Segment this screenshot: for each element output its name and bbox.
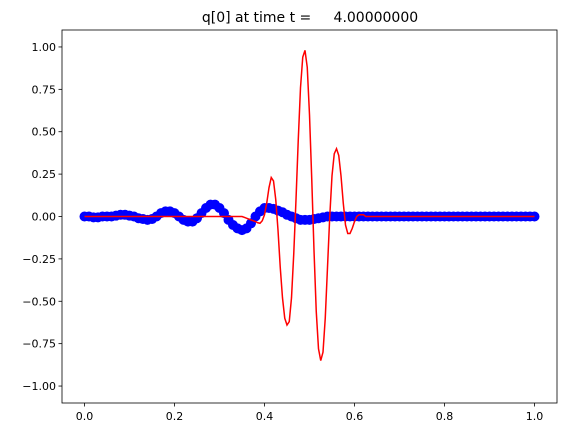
- x-tick-label: 0.0: [76, 410, 94, 423]
- x-tick-label: 0.4: [256, 410, 274, 423]
- y-tick-label: 0.25: [32, 168, 57, 181]
- x-tick-label: 0.6: [346, 410, 364, 423]
- series-line: [84, 50, 535, 361]
- y-tick-label: 0.75: [32, 83, 57, 96]
- y-tick-label: −0.75: [22, 338, 56, 351]
- chart-title: q[0] at time t = 4.00000000: [202, 10, 418, 26]
- y-tick-label: 0.50: [32, 126, 57, 139]
- x-tick-label: 0.8: [436, 410, 454, 423]
- x-tick-label: 1.0: [526, 410, 544, 423]
- y-tick-label: −0.50: [22, 295, 56, 308]
- axes-frame: [61, 29, 558, 404]
- y-tick-label: −0.25: [22, 253, 56, 266]
- y-tick-label: 1.00: [32, 41, 57, 54]
- y-tick-label: 0.00: [32, 211, 57, 224]
- y-tick-label: −1.00: [22, 380, 56, 393]
- x-tick-label: 0.2: [166, 410, 184, 423]
